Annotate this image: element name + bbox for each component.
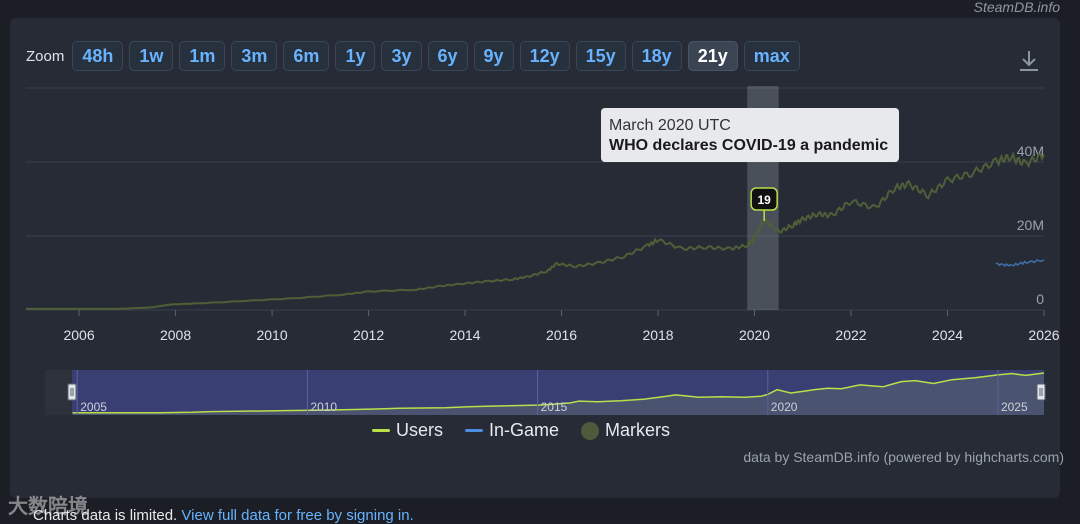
x-tick-label: 2026 [1028,327,1059,343]
footer-text: Charts data is limited. [33,507,178,524]
zoom-button-48h[interactable]: 48h [72,41,124,71]
sign-in-link[interactable]: View full data for free by signing in. [181,507,414,524]
navigator-tick-label: 2015 [541,400,568,414]
footer-notice: Charts data is limited. View full data f… [33,507,414,524]
users-line [26,151,1045,310]
marker-label: 19 [757,193,771,207]
navigator-handle-left[interactable] [67,383,77,401]
legend-in-game-label: In-Game [489,420,560,440]
navigator-tick-label: 2005 [80,400,107,414]
zoom-button-1y[interactable]: 1y [335,41,376,71]
legend-users[interactable]: Users [372,420,443,441]
navigator-handle-right[interactable] [1036,383,1046,401]
marker-tooltip: March 2020 UTC WHO declares COVID-19 a p… [601,108,899,162]
x-tick-label: 2024 [932,327,963,343]
legend-in-game[interactable]: In-Game [465,420,559,441]
tooltip-date: March 2020 UTC [609,117,731,134]
navigator-tick-label: 2020 [771,400,798,414]
y-tick-label: 40M [1017,143,1044,159]
marker-flag [750,187,778,211]
chart-panel: Zoom 48h 1w 1m 3m 6m 1y 3y 6y 9y 12y 15y 18y 21y max [10,18,1060,498]
x-tick-label: 2010 [256,327,287,343]
y-tick-label: 0 [1036,291,1044,307]
legend-markers[interactable]: Markers [581,420,670,441]
zoom-button-21y[interactable]: 21y [687,41,738,71]
zoom-button-3m[interactable]: 3m [231,41,278,71]
users-swatch [372,429,390,432]
x-tick-label: 2018 [642,327,673,343]
x-tick-label: 2012 [353,327,384,343]
x-tick-label: 2020 [739,327,770,343]
zoom-bar: Zoom 48h 1w 1m 3m 6m 1y 3y 6y 9y 12y 15y 18y 21y max [26,40,806,72]
x-tick-label: 2008 [160,327,191,343]
zoom-button-6m[interactable]: 6m [283,41,330,71]
navigator-area [72,373,1045,415]
navigator-tick-label: 2025 [1001,400,1028,414]
zoom-button-max[interactable]: max [743,41,800,71]
chart-credits[interactable]: data by SteamDB.info (powered by highcha… [743,449,1064,465]
zoom-button-3y[interactable]: 3y [381,41,422,71]
x-tick-label: 2022 [835,327,866,343]
in-game-swatch [465,429,484,432]
zoom-buttons: 48h 1w 1m 3m 6m 1y 3y 6y 9y 12y 15y 18y 21y max [72,41,805,71]
in-game-line [995,259,1045,267]
download-icon[interactable] [1016,48,1042,74]
y-tick-label: 20M [1017,217,1044,233]
zoom-button-15y[interactable]: 15y [575,41,626,71]
tooltip-text: WHO declares COVID-19 a pandemic [609,137,889,154]
zoom-button-1w[interactable]: 1w [129,41,174,71]
x-tick-label: 2016 [546,327,577,343]
watermark-logo: 大数陪境 [8,496,88,518]
x-tick-label: 2014 [449,327,480,343]
steamdb-watermark: SteamDB.info [973,0,1060,15]
navigator-users-line [72,372,1045,414]
legend-users-label: Users [396,420,444,440]
zoom-button-6y[interactable]: 6y [427,41,468,71]
legend-markers-label: Markers [605,420,671,440]
markers-swatch [581,421,600,440]
x-tick-label: 2006 [63,327,94,343]
zoom-button-9y[interactable]: 9y [473,41,514,71]
chart-legend: Users In-Game Markers [372,420,692,441]
navigator-tick-label: 2010 [310,400,337,414]
zoom-label: Zoom [26,47,65,65]
zoom-button-1m[interactable]: 1m [179,41,226,71]
zoom-button-12y[interactable]: 12y [519,41,570,71]
zoom-button-18y[interactable]: 18y [631,41,682,71]
